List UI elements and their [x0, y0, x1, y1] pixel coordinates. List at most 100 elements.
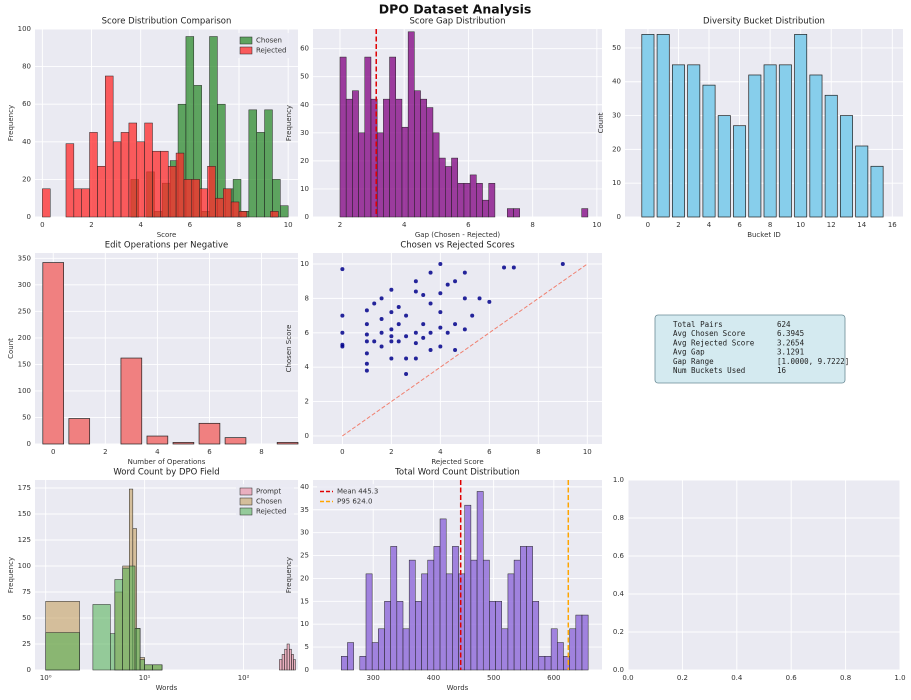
histogram-bar [476, 183, 483, 218]
scatter-point [428, 347, 433, 352]
histogram-bar [501, 628, 509, 671]
x-tick-label: 8 [536, 448, 540, 456]
scatter-point [396, 304, 401, 309]
histogram-bar [538, 656, 546, 671]
histogram-bar [532, 601, 540, 671]
bar [172, 442, 195, 445]
histogram-bar [286, 643, 290, 671]
x-tick-label: 0.8 [840, 674, 851, 682]
histogram-bar [495, 601, 503, 671]
bar [763, 64, 777, 218]
scatter-point [389, 334, 394, 339]
legend-label: Rejected [256, 508, 286, 516]
y-tick-label: 200 [18, 334, 31, 342]
y-tick-label: 0 [27, 213, 31, 221]
scatter-point [477, 296, 482, 301]
y-tick-label: 20 [612, 145, 621, 153]
bar [870, 165, 884, 218]
x-tick-label: 6 [188, 221, 193, 229]
histogram-bar [128, 122, 138, 218]
x-tick-label: 1.0 [894, 674, 905, 682]
y-tick-label: 5 [305, 643, 309, 651]
bar [687, 64, 701, 218]
scatter-point [428, 270, 433, 275]
x-tick-label: 10⁰ [40, 674, 52, 682]
histogram-bar [421, 573, 428, 671]
scatter-point [372, 339, 377, 344]
x-axis-label: Words [447, 684, 469, 692]
histogram-bar [463, 183, 471, 218]
scatter-point [453, 279, 458, 284]
y-tick-label: 0 [305, 432, 309, 440]
stats-label: Gap Range [673, 357, 714, 366]
reference-line [342, 263, 588, 437]
y-tick-label: 0 [27, 666, 31, 674]
y-tick-label: 80 [22, 63, 31, 71]
bar [42, 262, 64, 445]
scatter-point [438, 310, 443, 315]
histogram-bar [81, 188, 90, 218]
y-tick-label: 15 [300, 597, 309, 605]
stats-value: 3.1291 [777, 348, 804, 357]
histogram-bar [376, 132, 384, 218]
scatter-point [364, 361, 369, 366]
histogram-bar [144, 122, 153, 218]
histogram-bar [390, 546, 398, 671]
histogram-bar [482, 199, 489, 218]
histogram-bar [544, 656, 552, 671]
histogram-bar [345, 98, 353, 218]
histogram-bar [281, 654, 285, 671]
histogram-bar [458, 573, 465, 671]
y-axis-label: Frequency [285, 557, 293, 593]
histogram-bar [347, 642, 354, 671]
y-tick-label: 175 [18, 484, 31, 492]
x-tick-label: 10 [284, 221, 293, 229]
x-tick-label: 4 [155, 448, 160, 456]
plot-area [628, 480, 900, 670]
scatter-point [502, 265, 507, 270]
x-tick-label: 8 [259, 448, 263, 456]
histogram-bar [488, 183, 496, 218]
figure-title: DPO Dataset Analysis [379, 2, 532, 17]
histogram-bar [575, 614, 583, 671]
histogram-bar [464, 504, 472, 671]
x-tick-label: 0 [340, 448, 344, 456]
histogram-bar [73, 188, 82, 218]
histogram-bar [407, 31, 415, 218]
y-tick-label: 0 [27, 440, 31, 448]
x-tick-label: 8 [237, 221, 241, 229]
bar [641, 34, 655, 218]
histogram-bar [45, 632, 80, 671]
scatter-point [389, 310, 394, 315]
scatter-point [340, 330, 345, 335]
plot-area [35, 253, 298, 444]
histogram-bar [289, 648, 292, 671]
legend-label: P95 624.0 [337, 498, 372, 506]
legend: Chosen Rejected [236, 33, 294, 58]
histogram-bar [426, 107, 434, 218]
histogram-bar [223, 188, 232, 218]
histogram-bar [42, 188, 51, 218]
subplot: 0 2 4 6 8 10 12 14 16 0 10 20 30 40 50 Diversity Bucket… [597, 17, 903, 239]
y-tick-label: 1.0 [613, 476, 624, 484]
y-tick-label: 0.6 [613, 552, 625, 560]
y-tick-label: 0 [617, 213, 621, 221]
histogram-bar [389, 56, 397, 218]
y-tick-label: 150 [18, 510, 31, 518]
histogram-bar [439, 518, 447, 671]
x-tick-label: 10 [583, 448, 592, 456]
y-tick-label: 10 [612, 179, 621, 187]
y-tick-label: 6 [305, 329, 310, 337]
x-axis-label: Number of Operations [128, 458, 206, 466]
bar [702, 84, 716, 218]
histogram-bar [420, 98, 427, 218]
scatter-point [413, 289, 418, 294]
x-tick-label: 8 [768, 221, 772, 229]
subplot-title: Diversity Bucket Distribution [703, 17, 825, 27]
histogram-bar [114, 579, 123, 671]
y-tick-label: 60 [22, 100, 31, 108]
scatter-point [560, 262, 565, 267]
subplot: 10⁰ 10¹ 10² 0 25 50 75 100 125 150 175 Word Count b… [7, 468, 298, 692]
subplot-title: Score Gap Distribution [410, 17, 506, 27]
